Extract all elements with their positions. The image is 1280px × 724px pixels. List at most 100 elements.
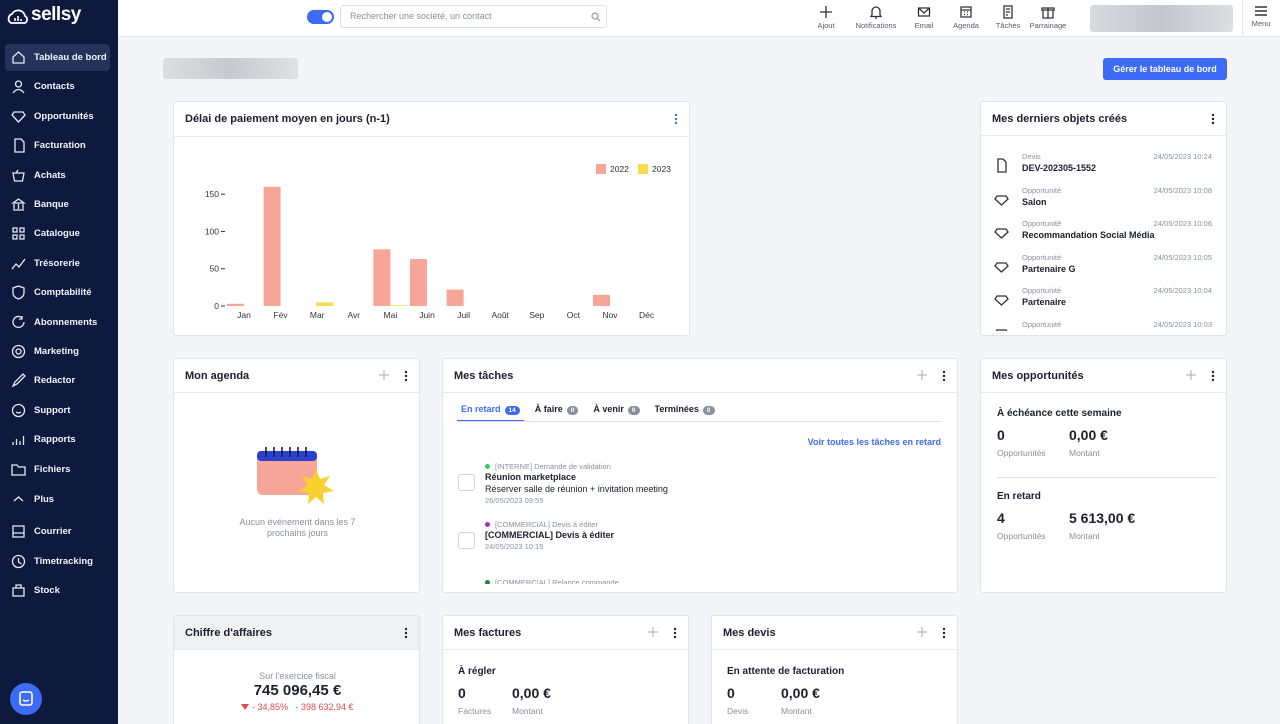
kebab-icon[interactable] bbox=[942, 370, 946, 382]
sidebar-item[interactable]: Tableau de bord bbox=[5, 44, 110, 71]
add-icon[interactable] bbox=[648, 627, 658, 637]
action-button[interactable]: Parrainage bbox=[1020, 0, 1076, 30]
decoration bbox=[298, 469, 334, 504]
chat-icon bbox=[19, 691, 33, 706]
task-checkbox[interactable] bbox=[458, 474, 475, 491]
sidebar-item[interactable]: Courrier bbox=[5, 518, 110, 545]
down-triangle bbox=[241, 704, 250, 710]
tab-label: En retard bbox=[461, 404, 501, 414]
sidebar-item[interactable]: Timetracking bbox=[5, 548, 110, 575]
sidebar-item[interactable]: Comptabilité bbox=[5, 279, 110, 306]
tab[interactable]: Terminées 0 bbox=[655, 404, 715, 415]
action-label: Email bbox=[914, 21, 934, 30]
toggle[interactable] bbox=[307, 10, 334, 24]
icon bbox=[994, 262, 1009, 273]
tab[interactable]: À venir 0 bbox=[593, 404, 640, 415]
add-icon[interactable] bbox=[379, 370, 389, 380]
sidebar-item[interactable]: Rapports bbox=[5, 426, 110, 453]
decoration bbox=[917, 627, 927, 637]
task-checkbox[interactable] bbox=[458, 532, 475, 549]
kebab-icon[interactable] bbox=[1211, 370, 1215, 382]
action-button[interactable]: Email bbox=[896, 0, 952, 30]
manage-dashboard-button[interactable]: Gérer le tableau de bord bbox=[1103, 58, 1227, 80]
sidebar-item[interactable]: Trésorerie bbox=[5, 250, 110, 277]
add-icon[interactable] bbox=[917, 370, 927, 380]
recent-item[interactable]: Opportunité 24/05/2023 10:05 Partenaire G bbox=[981, 253, 1226, 285]
object-type: Opportunité bbox=[1022, 320, 1062, 329]
sidebar-item[interactable]: Achats bbox=[5, 162, 110, 189]
icon-shape bbox=[11, 258, 26, 270]
object-date: 24/05/2023 10:24 bbox=[1153, 152, 1212, 161]
icon-shape bbox=[994, 194, 1009, 206]
divider bbox=[174, 136, 689, 137]
amount-value: 0,00 € bbox=[1069, 427, 1108, 443]
decoration bbox=[1211, 378, 1215, 382]
recent-item[interactable]: Devis 24/05/2023 10:24 DEV-202305-1552 bbox=[981, 152, 1226, 184]
kebab-icon[interactable] bbox=[404, 627, 408, 639]
icon bbox=[11, 403, 26, 417]
late-tasks-link[interactable]: Voir toutes les tâches en retard bbox=[807, 437, 941, 447]
sidebar-item[interactable]: Stock bbox=[5, 577, 110, 604]
revenue-card: Chiffre d'affaires Sur l'exercice fiscal… bbox=[173, 615, 420, 724]
action-button[interactable]: Agenda bbox=[938, 0, 994, 30]
tab[interactable]: À faire 0 bbox=[535, 404, 579, 415]
kebab-icon[interactable] bbox=[942, 627, 946, 639]
kebab-icon[interactable] bbox=[673, 627, 677, 639]
logo[interactable]: sellsy bbox=[31, 4, 81, 25]
icon-shape bbox=[994, 228, 1009, 240]
task-item[interactable]: [COMMERCIAL] Relance commande[COMMERCIAL… bbox=[443, 578, 957, 584]
action-button[interactable]: Notifications bbox=[848, 0, 904, 30]
sidebar-item-label: Catalogue bbox=[34, 228, 80, 240]
recent-item[interactable]: Opportunité 24/05/2023 10:04 Partenaire bbox=[981, 286, 1226, 318]
sidebar-item[interactable]: Contacts bbox=[5, 73, 110, 100]
y-tick-label: 100 bbox=[205, 226, 219, 236]
bar bbox=[446, 289, 464, 306]
account-blurred[interactable] bbox=[1090, 5, 1233, 32]
sidebar-item-label: Banque bbox=[34, 199, 69, 210]
icon-shape bbox=[994, 262, 1009, 273]
menu-label: Menu bbox=[1251, 19, 1271, 28]
kebab-icon[interactable] bbox=[404, 370, 408, 382]
sidebar-item[interactable]: Redactor bbox=[5, 367, 110, 394]
task-item[interactable]: [INTERNE] Demande de validation Réunion m… bbox=[443, 462, 957, 519]
icon bbox=[11, 111, 26, 123]
sidebar-item[interactable]: Catalogue bbox=[5, 220, 110, 247]
task-title: Réunion marketplace bbox=[485, 472, 577, 482]
chat-button[interactable] bbox=[10, 683, 42, 715]
add-icon[interactable] bbox=[1186, 370, 1196, 380]
sidebar-item[interactable]: Marketing bbox=[5, 338, 110, 365]
sidebar-item[interactable]: Abonnements bbox=[5, 309, 110, 336]
amount-value: 0,00 € bbox=[781, 685, 820, 701]
decoration bbox=[917, 370, 927, 380]
x-tick-label: Oct bbox=[567, 310, 581, 320]
sidebar-item[interactable]: Facturation bbox=[5, 132, 110, 159]
tab[interactable]: En retard 14 bbox=[461, 404, 520, 415]
menu-button[interactable]: Menu bbox=[1233, 0, 1280, 28]
icon-shape bbox=[917, 7, 931, 17]
task-item[interactable]: [COMMERCIAL] Devis à éditer [COMMERCIAL] … bbox=[443, 520, 957, 577]
recent-item[interactable]: Opportunité 24/05/2023 10:08 Salon bbox=[981, 186, 1226, 218]
recent-item[interactable]: Opportunité 24/05/2023 10:06 Recommandatio… bbox=[981, 219, 1226, 251]
icon-shape bbox=[994, 295, 1009, 307]
x-tick-label: Fév bbox=[274, 310, 289, 320]
sidebar-item[interactable]: Support bbox=[5, 397, 110, 424]
section-heading: En attente de facturation bbox=[727, 666, 845, 677]
action-button[interactable]: Tâches bbox=[980, 0, 1036, 30]
kebab-icon[interactable] bbox=[1211, 113, 1215, 125]
decoration bbox=[1211, 121, 1215, 125]
sidebar-item[interactable]: Fichiers bbox=[5, 456, 110, 483]
sidebar-item[interactable]: Plus bbox=[5, 486, 110, 513]
decoration bbox=[648, 627, 658, 637]
bar bbox=[316, 302, 334, 306]
icon bbox=[12, 51, 25, 64]
sidebar-item[interactable]: Opportunités bbox=[5, 103, 110, 130]
action-button[interactable]: Ajout bbox=[798, 0, 854, 30]
bar bbox=[263, 186, 281, 306]
add-icon[interactable] bbox=[917, 627, 927, 637]
kebab-icon[interactable] bbox=[674, 113, 678, 125]
recent-item[interactable]: Opportunité 24/05/2023 10:03 bbox=[981, 320, 1226, 331]
icon-shape bbox=[995, 329, 1008, 331]
search-box[interactable]: Rechercher une société, un contact bbox=[340, 5, 607, 28]
sidebar-item[interactable]: Banque bbox=[5, 191, 110, 218]
sidebar-item-label: Achats bbox=[34, 169, 66, 181]
